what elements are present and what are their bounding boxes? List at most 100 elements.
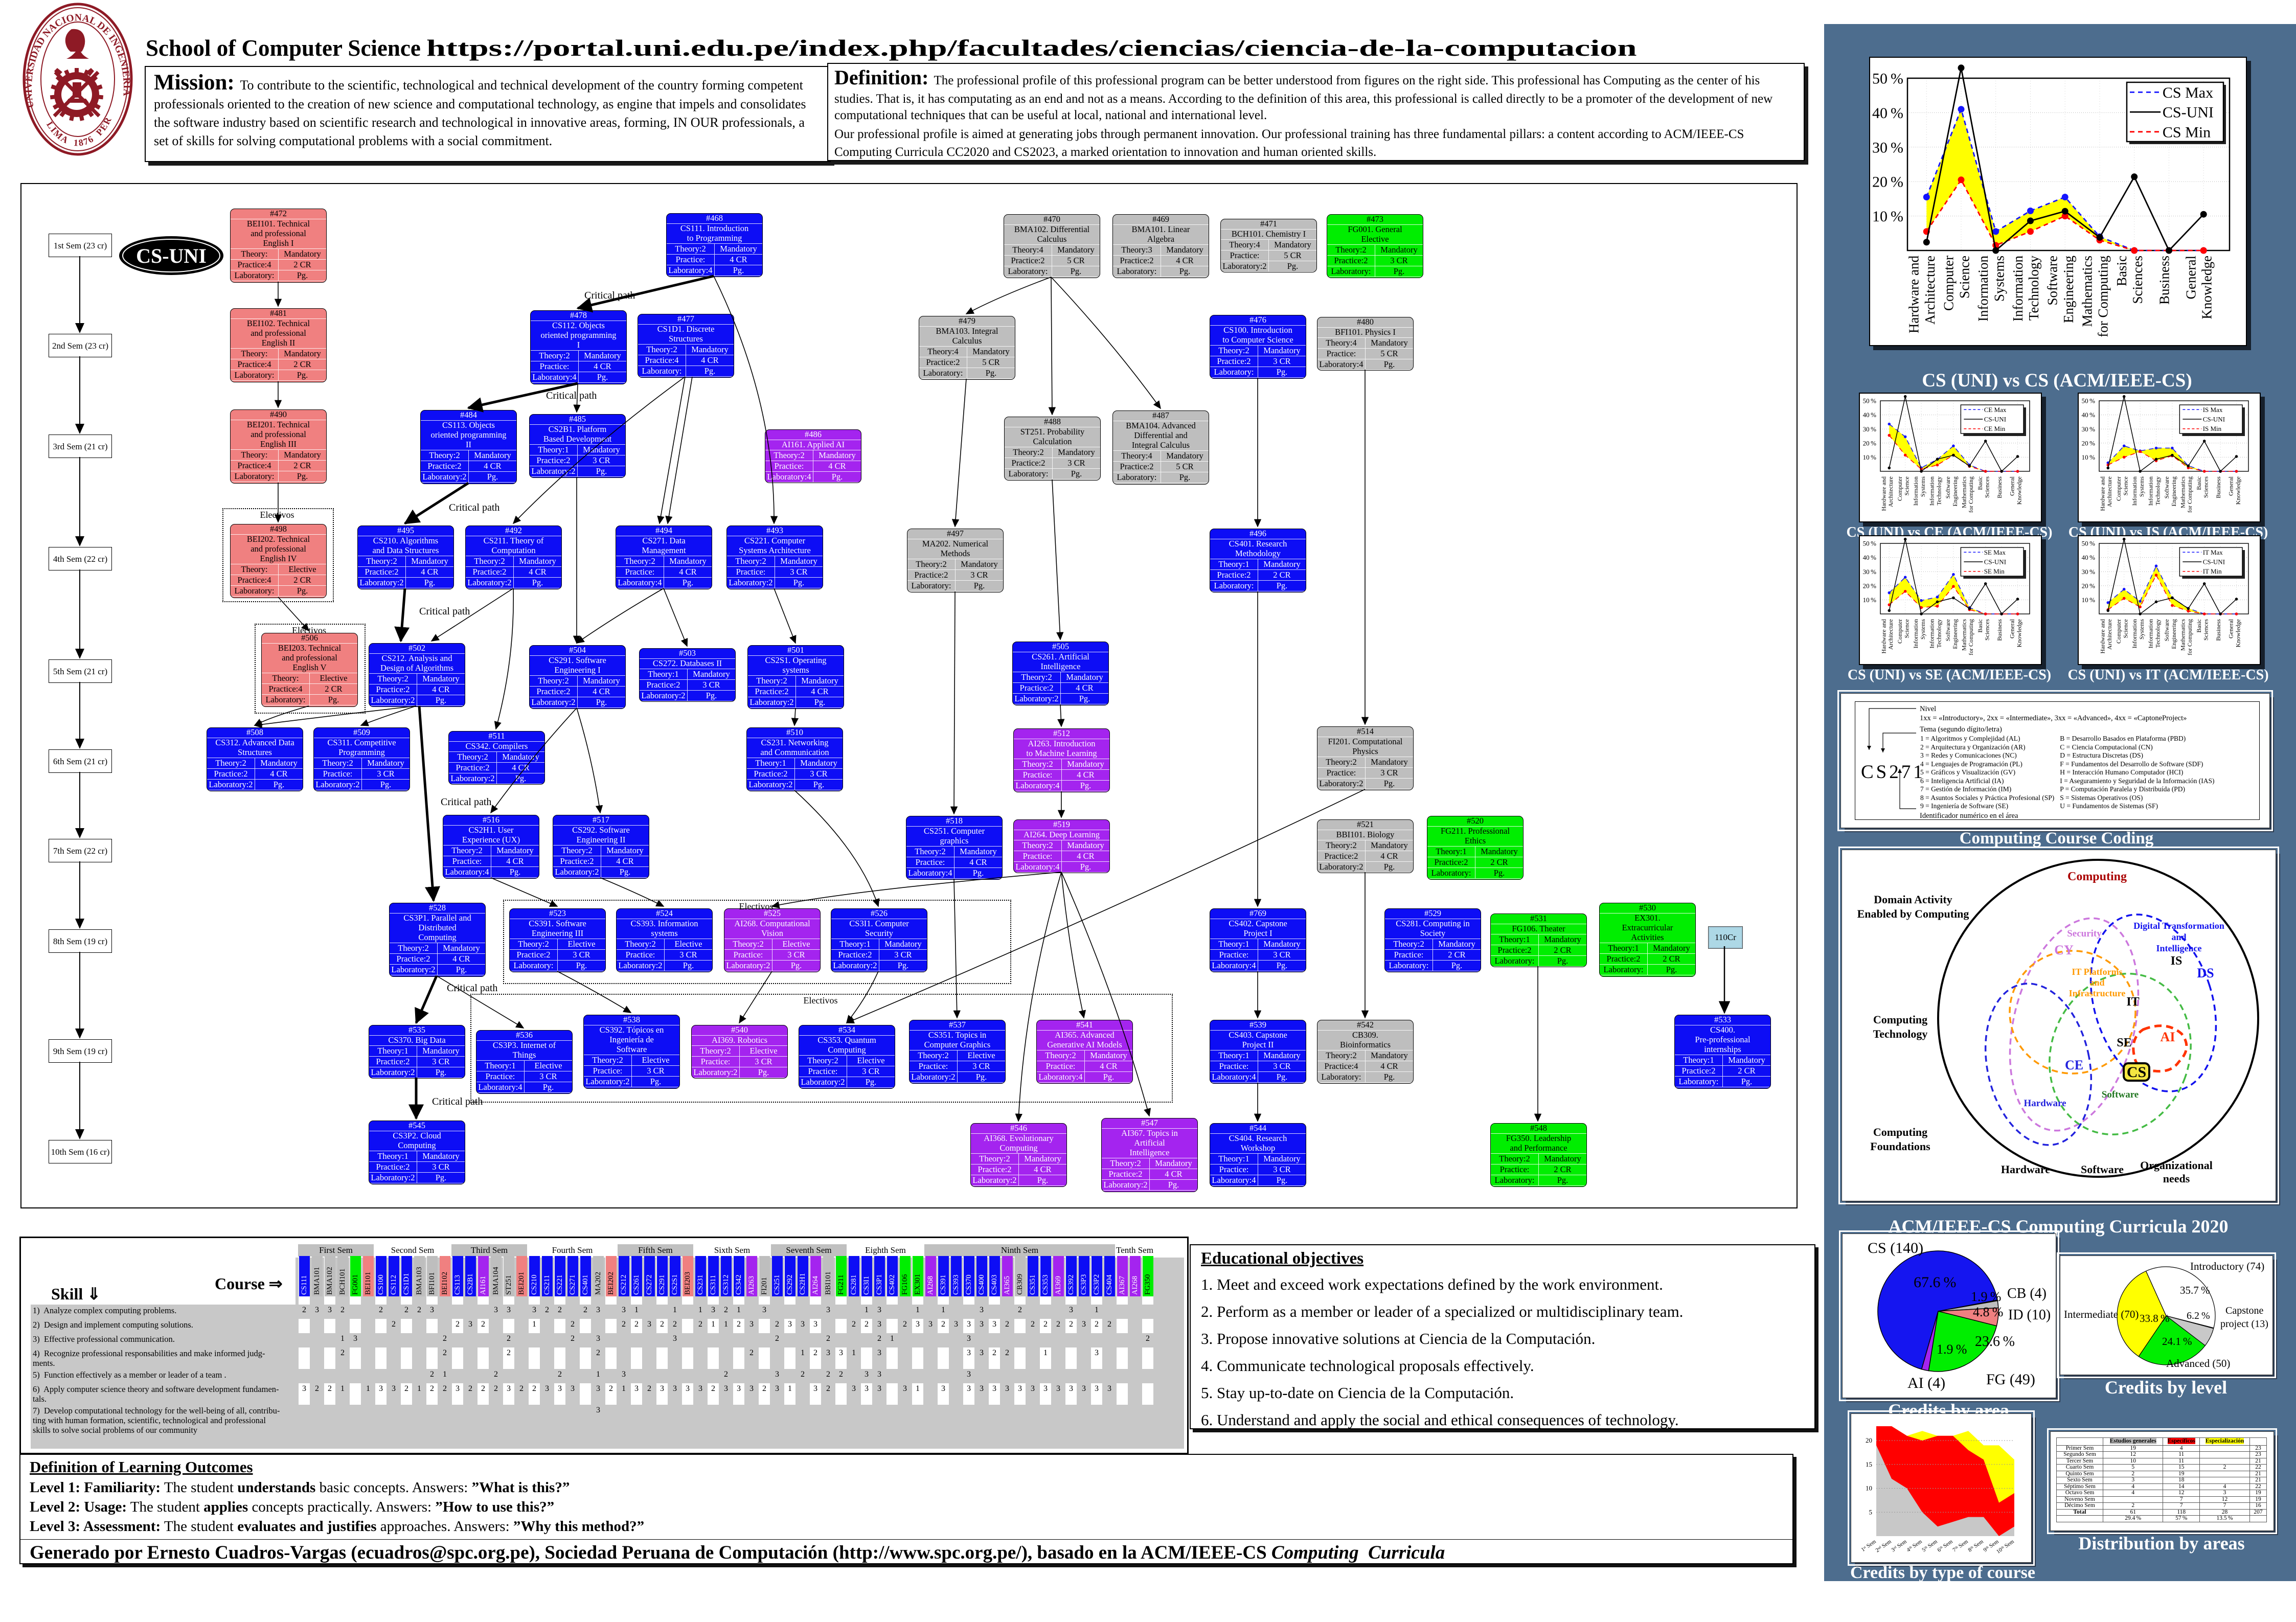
svg-text:Business: Business — [2215, 476, 2222, 498]
svg-text:15: 15 — [1866, 1460, 1872, 1468]
svg-text:6.2 %: 6.2 % — [2187, 1310, 2210, 1321]
svg-text:Architecture: Architecture — [1922, 256, 1938, 325]
svg-text:30 %: 30 % — [1863, 425, 1877, 433]
svg-text:CS-UNI: CS-UNI — [2203, 416, 2225, 423]
svg-text:Information: Information — [2131, 619, 2138, 648]
svg-text:Information: Information — [2010, 256, 2026, 322]
svg-text:10 %: 10 % — [1863, 453, 1877, 461]
svg-text:50 %: 50 % — [2082, 397, 2096, 405]
svg-text:30 %: 30 % — [2082, 425, 2096, 433]
svg-text:Security: Security — [2067, 928, 2102, 939]
svg-text:CS-UNI: CS-UNI — [1984, 558, 2006, 566]
svg-text:10 %: 10 % — [1872, 208, 1903, 225]
svg-text:CY: CY — [2054, 943, 2074, 957]
svg-text:IT Max: IT Max — [2203, 549, 2223, 556]
svg-text:30 %: 30 % — [1872, 139, 1903, 156]
svg-text:SE: SE — [2117, 1036, 2131, 1049]
svg-text:Sciences: Sciences — [2202, 476, 2210, 498]
svg-text:Technology: Technology — [2026, 256, 2041, 321]
svg-text:Knowledge: Knowledge — [2234, 619, 2241, 647]
svg-text:3ʳᵈ Sem: 3ʳᵈ Sem — [1890, 1538, 1908, 1553]
svg-text:67.6 %: 67.6 % — [1914, 1274, 1957, 1291]
svg-text:1ˢᵗ Sem: 1ˢᵗ Sem — [1860, 1538, 1877, 1553]
svg-text:Architecture: Architecture — [2106, 619, 2113, 650]
svg-text:23.6 %: 23.6 % — [1975, 1334, 2015, 1350]
svg-text:20 %: 20 % — [2082, 439, 2096, 447]
svg-text:Computer: Computer — [1896, 619, 1903, 644]
svg-text:1.9 %: 1.9 % — [1971, 1289, 2001, 1304]
svg-text:Knowledge: Knowledge — [2015, 619, 2022, 647]
svg-text:Business: Business — [2157, 256, 2172, 305]
svg-text:Science: Science — [1903, 619, 1911, 638]
svg-text:CS-UNI: CS-UNI — [2163, 104, 2214, 121]
svg-text:AI (4): AI (4) — [1907, 1375, 1945, 1391]
svg-text:IT: IT — [2126, 995, 2139, 1009]
svg-text:8ᵗʰ Sem: 8ᵗʰ Sem — [1967, 1538, 1985, 1553]
svg-text:40 %: 40 % — [1872, 105, 1903, 122]
svg-text:CS (140): CS (140) — [1868, 1240, 1923, 1257]
svg-text:for Computing: for Computing — [1967, 476, 1974, 513]
svg-text:Science: Science — [1957, 256, 1972, 299]
svg-text:IS: IS — [2171, 954, 2183, 968]
svg-text:Engineering: Engineering — [1951, 476, 1959, 507]
svg-text:Basic: Basic — [2195, 619, 2202, 633]
svg-text:4ᵗʰ Sem: 4ᵗʰ Sem — [1905, 1538, 1923, 1553]
svg-text:Technology: Technology — [1873, 1027, 1928, 1040]
svg-text:10: 10 — [1866, 1484, 1872, 1492]
svg-text:Systems: Systems — [1991, 256, 2007, 302]
svg-text:Intelligence: Intelligence — [2156, 943, 2202, 953]
svg-text:FG (49): FG (49) — [1986, 1371, 2035, 1388]
svg-text:DS: DS — [2197, 966, 2214, 980]
svg-text:33.8 %: 33.8 % — [2140, 1312, 2169, 1324]
svg-text:Basic: Basic — [1976, 476, 1984, 490]
svg-text:for Computing: for Computing — [2186, 476, 2193, 513]
svg-text:Technology: Technology — [2154, 619, 2161, 648]
svg-text:5: 5 — [1869, 1508, 1873, 1516]
svg-text:Basic: Basic — [2195, 476, 2202, 490]
svg-text:Intermediate (70): Intermediate (70) — [2064, 1308, 2139, 1320]
svg-text:Software: Software — [2045, 256, 2060, 305]
svg-text:Hardware and: Hardware and — [2099, 476, 2106, 511]
svg-text:CE Max: CE Max — [1984, 406, 2007, 414]
svg-text:Architecture: Architecture — [1887, 476, 1894, 507]
svg-text:20 %: 20 % — [1872, 174, 1903, 191]
svg-text:Hardware: Hardware — [2001, 1163, 2050, 1176]
svg-text:Knowledge: Knowledge — [2234, 476, 2241, 505]
svg-text:Software: Software — [1944, 476, 1951, 498]
svg-text:SE Min: SE Min — [1984, 567, 2005, 575]
svg-text:Information: Information — [2131, 476, 2138, 506]
svg-text:Software: Software — [2102, 1089, 2139, 1100]
svg-text:AI: AI — [2161, 1030, 2175, 1044]
svg-text:General: General — [2009, 619, 2016, 638]
svg-text:Architecture: Architecture — [2106, 476, 2113, 507]
svg-text:Hardware: Hardware — [2024, 1098, 2066, 1109]
svg-text:Sciences: Sciences — [2130, 256, 2145, 304]
svg-text:IS Min: IS Min — [2203, 425, 2222, 432]
svg-text:for Computing: for Computing — [2096, 256, 2111, 337]
svg-text:Software: Software — [2163, 476, 2170, 498]
svg-text:10 %: 10 % — [2082, 453, 2096, 461]
svg-text:project (13): project (13) — [2220, 1318, 2268, 1330]
svg-text:Engineering: Engineering — [2170, 619, 2177, 649]
svg-text:Software: Software — [2081, 1163, 2124, 1176]
svg-text:6ᵗʰ Sem: 6ᵗʰ Sem — [1936, 1538, 1954, 1553]
svg-text:Architecture: Architecture — [1887, 619, 1894, 650]
svg-text:Business: Business — [2215, 619, 2222, 641]
svg-text:50 %: 50 % — [1872, 71, 1903, 87]
svg-text:Computer: Computer — [2115, 476, 2122, 501]
svg-text:50 %: 50 % — [1863, 540, 1877, 547]
svg-text:Science: Science — [1903, 476, 1911, 495]
svg-text:35.7 %: 35.7 % — [2180, 1284, 2210, 1296]
svg-text:CS-UNI: CS-UNI — [2203, 558, 2225, 566]
svg-text:Engineering: Engineering — [2061, 256, 2076, 323]
svg-text:Information: Information — [1928, 476, 1936, 506]
svg-text:Computer: Computer — [2115, 619, 2122, 644]
svg-text:Sciences: Sciences — [2202, 619, 2210, 641]
svg-text:Sciences: Sciences — [1984, 476, 1991, 498]
svg-text:Technology: Technology — [1935, 619, 1942, 648]
svg-text:20 %: 20 % — [2082, 582, 2096, 589]
svg-text:Information: Information — [2147, 619, 2154, 648]
svg-text:Computing: Computing — [1873, 1013, 1927, 1026]
svg-text:Information: Information — [2147, 476, 2154, 506]
svg-text:30 %: 30 % — [2082, 568, 2096, 576]
